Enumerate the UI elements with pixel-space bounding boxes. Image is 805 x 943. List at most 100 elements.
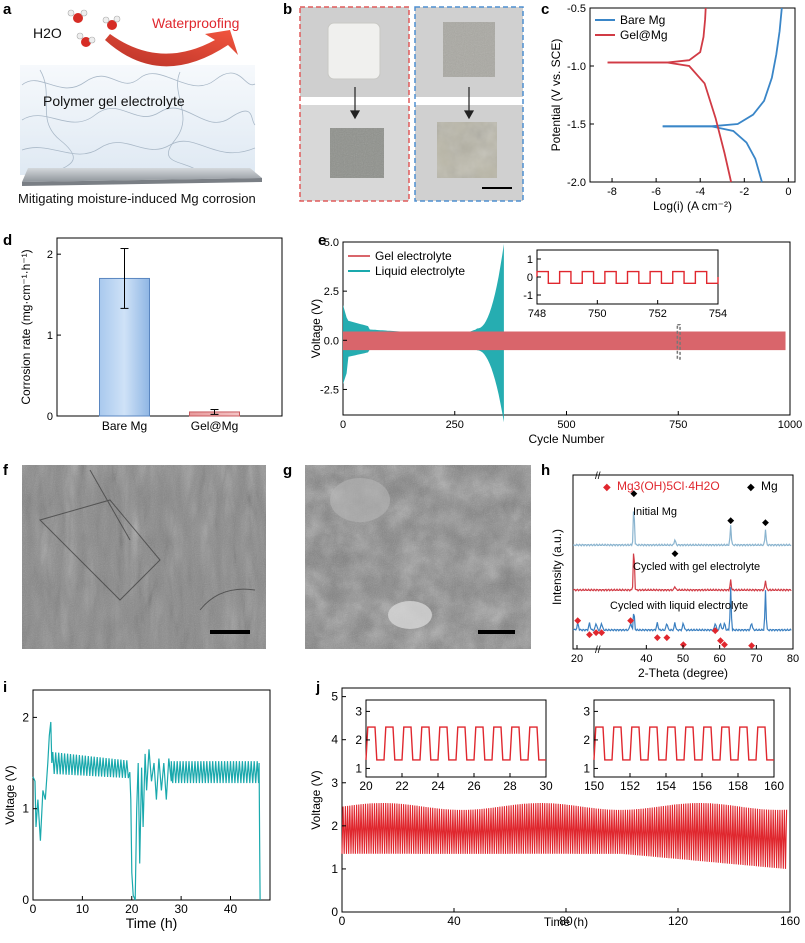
x-tick-label: 748 <box>528 308 546 320</box>
y-tick-label: 3 <box>331 776 338 790</box>
y-tick-label: 2 <box>331 819 338 833</box>
mg-marker: ◆ <box>630 488 637 498</box>
mg-marker: ◆ <box>671 548 678 558</box>
panel-d: d Bare Mg Gel@Mg 0 1 2 Corrosion rate (mg·cm⁻… <box>3 232 283 433</box>
xrd-pattern <box>572 587 792 632</box>
hydroxide-marker: ◆ <box>593 627 600 637</box>
panel-label-g: g <box>283 462 292 479</box>
hydroxide-marker: ◆ <box>712 625 719 635</box>
waterproofing-label: Waterproofing <box>152 15 239 31</box>
hydroxide-marker: ◆ <box>663 632 670 642</box>
y-tick-label: 1 <box>527 254 533 266</box>
y-tick-label: -1.5 <box>567 119 586 131</box>
xrd-pattern <box>572 553 792 592</box>
x-tick-label: 70 <box>750 653 762 665</box>
legend-label: Gel@Mg <box>620 28 668 42</box>
y-tick-label: 0.0 <box>324 335 339 347</box>
panel-label-b: b <box>283 1 292 18</box>
y-axis-label: Voltage (V) <box>309 299 323 358</box>
y-tick-label: 2 <box>355 733 362 747</box>
gel-electrolyte-trace <box>343 331 786 351</box>
x-tick-label: 26 <box>467 779 481 793</box>
x-tick-label: 1000 <box>778 419 802 431</box>
x-tick-label: 752 <box>648 308 666 320</box>
panel-label-f: f <box>3 462 9 479</box>
x-tick-label: 60 <box>714 653 726 665</box>
axis-break: // <box>595 471 601 482</box>
legend-label: Liquid electrolyte <box>375 264 465 278</box>
line-bare-mg <box>662 7 783 128</box>
panel-j: j 0 40 80 120 160 0 1 2 3 4 5 Time (h) Voltage (V) 20… <box>309 679 800 929</box>
down-arrow-icon <box>349 87 475 120</box>
plot-frame <box>589 7 796 183</box>
y-tick-label: 2 <box>22 710 29 724</box>
x-tick-label: 28 <box>503 779 517 793</box>
y-axis-label: Intensity (a.u.) <box>550 529 564 605</box>
x-tick-label: -6 <box>651 186 661 198</box>
inset-trace <box>536 270 719 284</box>
x-tick-label: 20 <box>125 902 139 916</box>
legend-label: Bare Mg <box>620 13 665 27</box>
x-tick-label: 22 <box>395 779 409 793</box>
plot-frame <box>593 699 775 778</box>
x-tick-label: 30 <box>174 902 188 916</box>
plot-frame <box>365 699 547 778</box>
hydroxide-marker: ◆ <box>574 615 581 625</box>
x-tick-label: -8 <box>607 186 617 198</box>
y-tick-label: 0 <box>47 411 53 423</box>
x-tick-label: 0 <box>30 902 37 916</box>
water-molecule-icon <box>67 9 121 47</box>
x-tick-label: 754 <box>709 308 727 320</box>
panel-label-j: j <box>315 679 320 696</box>
x-tick-label: 160 <box>780 914 800 928</box>
hydroxide-marker: ◆ <box>721 639 728 649</box>
x-tick-label: 40 <box>224 902 238 916</box>
pattern-label: Cycled with liquid electrolyte <box>610 600 748 612</box>
inset-trace <box>365 726 546 761</box>
y-axis-label: Corrosion rate (mg·cm⁻¹·h⁻¹) <box>19 249 33 404</box>
x-tick-label: 50 <box>677 653 689 665</box>
panel-label-e: e <box>318 232 326 249</box>
h2o-label: H2O <box>33 25 62 41</box>
panel-c: c -8 -6 -4 -2 0 -0.5 -1.0 -1.5 -2.0 Log(i) (A cm⁻… <box>541 1 796 213</box>
hydroxide-marker: ◆ <box>654 632 661 642</box>
panel-label-a: a <box>3 1 12 18</box>
x-tick-label: 40 <box>447 914 461 928</box>
gel-coated-mg-before <box>327 22 381 80</box>
category-label: Gel@Mg <box>191 419 239 433</box>
plot-frame <box>32 689 271 901</box>
mg-marker: ◆ <box>762 517 769 527</box>
legend-label: Mg3(OH)5Cl·4H2O <box>617 479 720 493</box>
x-tick-label: 24 <box>431 779 445 793</box>
x-tick-label: 0 <box>340 419 346 431</box>
x-tick-label: 20 <box>571 653 583 665</box>
hydroxide-marker: ◆ <box>717 635 724 645</box>
x-tick-label: 20 <box>359 779 373 793</box>
y-tick-label: 4 <box>331 733 338 747</box>
panel-label-c: c <box>541 1 549 18</box>
hydroxide-marker: ◆ <box>627 615 634 625</box>
y-tick-label: 2 <box>583 733 590 747</box>
hydroxide-marker: ◆ <box>586 629 593 639</box>
y-tick-label: -0.5 <box>567 3 586 15</box>
hydroxide-marker: ◆ <box>748 640 755 650</box>
legend-marker: ◆ <box>603 482 611 493</box>
panel-e: e 0 250 500 750 1000 -2.5 0.0 2.5 5.0 Cycle Numbe… <box>309 232 802 446</box>
y-tick-label: -1 <box>523 290 533 302</box>
x-axis-label: 2-Theta (degree) <box>638 666 728 680</box>
legend-marker: ◆ <box>747 482 755 493</box>
y-tick-label: 2.5 <box>324 286 339 298</box>
inset-trace <box>593 726 774 761</box>
x-tick-label: 120 <box>668 914 688 928</box>
panel-h: h Initial Mg Cycled with gel electrolyte C… <box>541 462 799 680</box>
y-tick-label: 1 <box>355 761 362 775</box>
legend-label: Gel electrolyte <box>375 249 452 263</box>
gel-sample-frame <box>299 6 410 202</box>
panel-label-h: h <box>541 462 550 479</box>
gel-layer <box>20 65 255 175</box>
y-tick-label: -2.0 <box>567 177 586 189</box>
x-tick-label: -4 <box>695 186 705 198</box>
x-tick-label: 156 <box>692 779 712 793</box>
gel-label: Polymer gel electrolyte <box>43 93 185 109</box>
